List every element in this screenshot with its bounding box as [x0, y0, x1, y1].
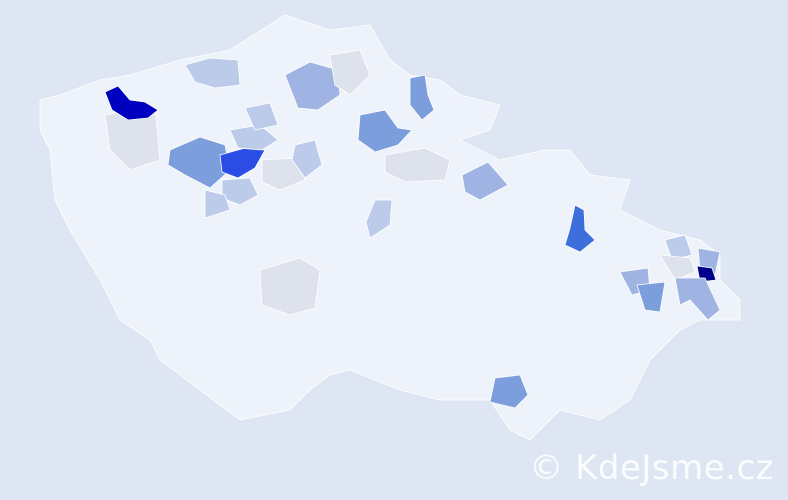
district-region-10[interactable]: [291, 139, 323, 179]
district-region-13[interactable]: [184, 57, 241, 89]
district-region-17[interactable]: [461, 161, 509, 201]
district-region-18[interactable]: [365, 199, 393, 239]
district-region-19[interactable]: [259, 257, 321, 316]
district-region-28[interactable]: [489, 374, 529, 409]
district-region-20[interactable]: [564, 204, 596, 253]
district-region-27[interactable]: [636, 281, 666, 313]
district-region-11[interactable]: [284, 61, 341, 111]
district-region-2[interactable]: [104, 85, 159, 121]
district-region-15[interactable]: [357, 109, 413, 153]
watermark: © KdeJsme.cz: [529, 448, 774, 488]
district-region-21[interactable]: [664, 234, 693, 261]
district-region-25[interactable]: [674, 277, 721, 321]
district-region-8[interactable]: [244, 102, 279, 131]
district-region-22[interactable]: [659, 254, 696, 281]
district-region-12[interactable]: [329, 49, 371, 96]
district-region-14[interactable]: [409, 74, 435, 121]
district-region-6[interactable]: [204, 189, 231, 219]
country-outline: [39, 14, 741, 441]
district-region-16[interactable]: [384, 147, 451, 183]
district-region-3[interactable]: [167, 136, 231, 189]
